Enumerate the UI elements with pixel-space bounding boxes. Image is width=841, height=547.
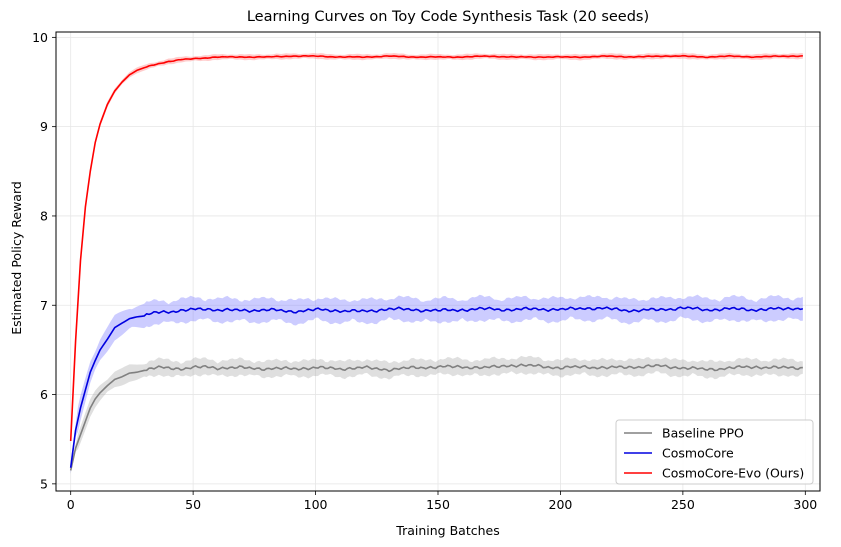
y-tick-label: 8 <box>40 208 48 223</box>
legend-label-2: CosmoCore-Evo (Ours) <box>662 466 804 481</box>
y-tick-label: 9 <box>40 119 48 134</box>
x-tick-label: 50 <box>185 497 201 512</box>
confidence-bands <box>70 52 803 474</box>
legend: Baseline PPO CosmoCore CosmoCore-Evo (Ours… <box>615 419 814 485</box>
x-axis-ticks: 0 50 100 150 200 250 300 <box>67 491 817 512</box>
x-tick-label: 0 <box>67 497 75 512</box>
series-lines <box>69 54 804 471</box>
y-tick-label: 7 <box>40 298 48 313</box>
line-series-2 <box>69 54 803 442</box>
x-axis-label: Training Batches <box>395 523 499 538</box>
y-tick-label: 5 <box>40 476 48 491</box>
y-tick-label: 6 <box>40 387 48 402</box>
chart-title: Learning Curves on Toy Code Synthesis Ta… <box>247 9 649 25</box>
x-tick-label: 300 <box>793 497 817 512</box>
band-series-2 <box>70 52 803 443</box>
band-series-1 <box>70 294 803 474</box>
grid-lines <box>56 32 820 491</box>
legend-box <box>615 419 814 485</box>
line-series-0 <box>69 363 803 471</box>
x-tick-label: 150 <box>426 497 450 512</box>
x-tick-label: 100 <box>304 497 328 512</box>
y-tick-label: 10 <box>32 30 48 45</box>
x-tick-label: 250 <box>671 497 695 512</box>
y-axis-ticks: 5 6 7 8 9 10 <box>32 30 56 491</box>
x-tick-label: 200 <box>549 497 573 512</box>
legend-label-0: Baseline PPO <box>662 426 744 441</box>
line-series-1 <box>69 306 804 468</box>
y-axis-label: Estimated Policy Reward <box>9 181 24 335</box>
legend-label-1: CosmoCore <box>662 446 734 461</box>
